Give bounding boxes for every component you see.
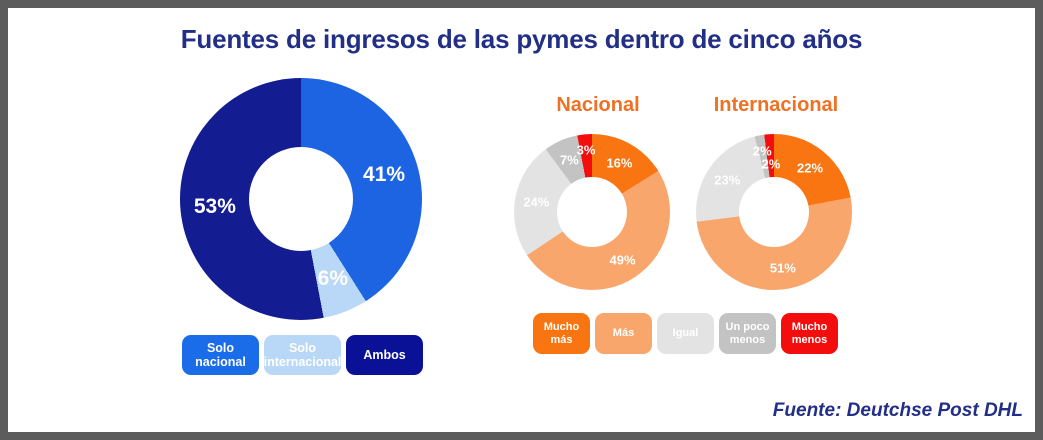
internacional-heading: Internacional [713, 94, 839, 116]
legend-chip-label: Ambos [363, 347, 406, 362]
legend-chip: Igual [657, 313, 714, 354]
legend-chip: Ambos [346, 335, 423, 375]
donut-slice-label: 2% [752, 143, 772, 159]
chart-title: Fuentes de ingresos de las pymes dentro … [180, 24, 863, 54]
legend-chip: Un poco menos [719, 313, 776, 354]
legend-chip-label: Mucho más [543, 320, 580, 346]
donut-slice-label: 49% [609, 252, 636, 268]
outlook-legend: Mucho más Más Igual Un poco menos Mucho meno… [533, 313, 838, 354]
legend-chip: Solo internacional [264, 335, 341, 375]
donut-hole [249, 147, 353, 251]
donut-slice-label: 16% [606, 155, 633, 171]
source-credit: Fuente: Deutchse Post DHL [772, 400, 1023, 421]
internacional-donut-chart: 22% 51% 23% 2% 2% [696, 134, 852, 290]
donut-hole [557, 177, 627, 247]
nacional-heading: Nacional [556, 94, 640, 116]
donut-slice-label: 6% [317, 267, 349, 291]
donut-slice-label: 2% [761, 156, 781, 172]
legend-chip-label: Mucho menos [791, 320, 828, 346]
legend-chip-label: Un poco menos [725, 320, 770, 346]
legend-chip: Mucho menos [781, 313, 838, 354]
legend-chip-label: Solo nacional [195, 340, 246, 369]
legend-chip-label: Más [612, 327, 635, 340]
donut-hole [739, 177, 809, 247]
revenue-sources-donut-chart: 41% 6% 53% [180, 78, 422, 320]
nacional-donut-chart: 16% 49% 24% 7% 3% [514, 134, 670, 290]
legend-chip-label: Solo internacional [263, 340, 342, 369]
legend-chip-label: Igual [672, 327, 699, 340]
donut-slice-label: 23% [714, 172, 741, 188]
revenue-sources-legend: Solo nacional Solo internacional Ambos [182, 335, 423, 375]
legend-chip: Solo nacional [182, 335, 259, 375]
donut-slice-label: 3% [576, 142, 596, 158]
legend-chip: Mucho más [533, 313, 590, 354]
legend-chip: Más [595, 313, 652, 354]
donut-slice-label: 7% [559, 152, 579, 168]
donut-slice-label: 51% [769, 260, 796, 276]
donut-slice-label: 41% [363, 162, 406, 186]
donut-slice-label: 22% [796, 160, 824, 176]
donut-slice-label: 53% [193, 195, 236, 219]
donut-slice-label: 24% [523, 194, 550, 210]
